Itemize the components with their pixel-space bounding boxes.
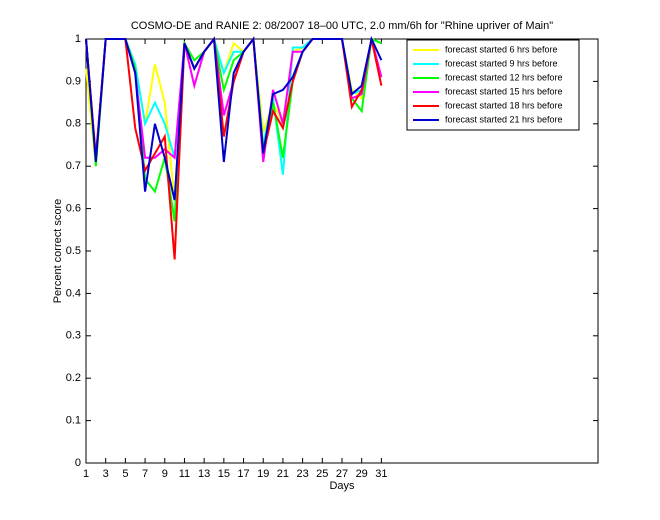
- legend-label: forecast started 21 hrs before: [445, 114, 563, 124]
- y-tick-label: 0.2: [66, 372, 81, 384]
- x-tick-label: 11: [179, 468, 190, 480]
- x-tick-label: 3: [103, 468, 109, 480]
- y-tick-label: 0.6: [66, 203, 81, 215]
- y-tick-label: 0.1: [66, 415, 81, 427]
- legend-label: forecast started 9 hrs before: [445, 58, 558, 68]
- legend-label: forecast started 18 hrs before: [445, 100, 563, 110]
- y-tick-label: 0: [75, 457, 81, 469]
- y-tick-label: 0.8: [66, 118, 81, 130]
- legend-box: [406, 39, 580, 131]
- x-tick-label: 25: [316, 468, 328, 480]
- legend-label: forecast started 6 hrs before: [445, 44, 558, 54]
- x-axis-label: Days: [329, 480, 355, 492]
- x-tick-label: 29: [356, 468, 368, 480]
- x-tick-label: 23: [296, 468, 308, 480]
- y-tick-label: 0.3: [66, 330, 81, 342]
- legend: forecast started 6 hrs before forecast st…: [406, 39, 580, 131]
- x-tick-label: 9: [162, 468, 168, 480]
- legend-label: forecast started 12 hrs before: [445, 72, 563, 82]
- x-tick-label: 21: [277, 468, 289, 480]
- legend-label: forecast started 15 hrs before: [445, 86, 563, 96]
- y-axis-label: Percent correct score: [52, 199, 64, 304]
- series-line: [85, 35, 383, 201]
- x-tick-label: 15: [218, 468, 230, 480]
- x-tick-label: 27: [336, 468, 348, 480]
- x-tick-label: 13: [198, 468, 210, 480]
- x-tick-label: 17: [237, 468, 249, 480]
- y-tick-label: 0.4: [66, 287, 81, 299]
- y-tick-label: 0.5: [66, 245, 81, 257]
- y-tick-label: 0.7: [66, 160, 81, 172]
- y-tick-label: 0.9: [66, 75, 81, 87]
- x-tick-label: 7: [142, 468, 148, 480]
- series-line: [85, 36, 382, 222]
- x-tick-label: 19: [257, 468, 269, 480]
- x-tick-label: 1: [83, 468, 89, 480]
- x-tick-label: 31: [375, 468, 387, 480]
- x-tick-label: 5: [122, 468, 128, 480]
- y-tick-label: 1: [75, 33, 81, 45]
- chart-title: COSMO-DE and RANIE 2: 08/2007 18–00 UTC,…: [131, 20, 553, 32]
